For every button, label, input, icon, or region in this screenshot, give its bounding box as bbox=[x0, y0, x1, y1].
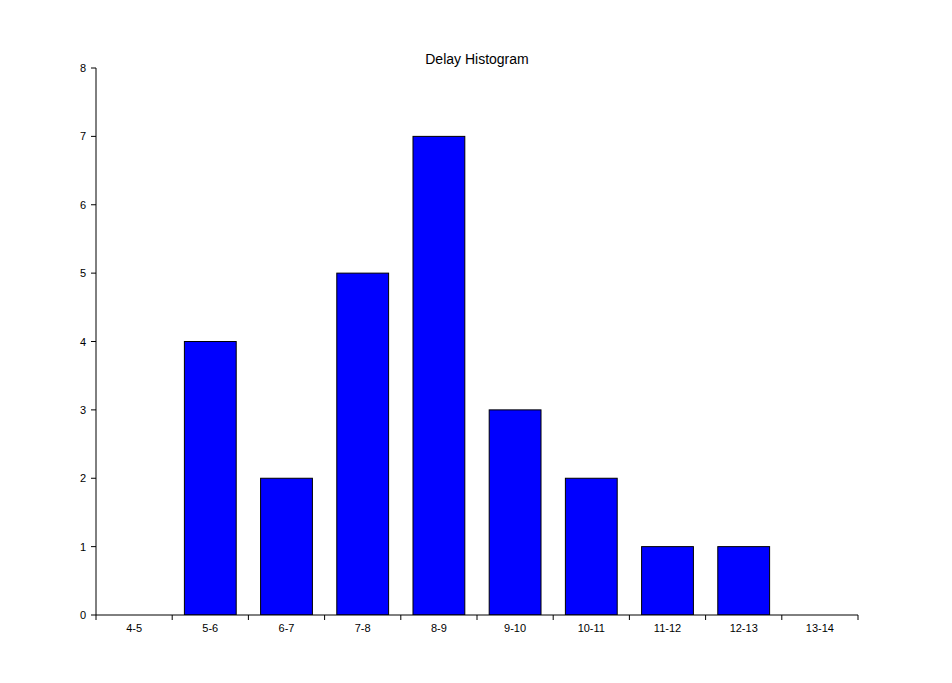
x-tick bbox=[172, 615, 173, 620]
bar bbox=[565, 478, 617, 615]
chart-container: 0 1 2 3 4 5 6 7 8 4-5 5-6 6-7 7-8 8-9 9-10 10-11 11-12 12… bbox=[0, 0, 952, 683]
y-tick bbox=[91, 478, 96, 479]
y-tick-label: 2 bbox=[80, 472, 86, 484]
y-tick bbox=[91, 204, 96, 205]
x-tick bbox=[781, 615, 782, 620]
y-tick-label: 4 bbox=[80, 336, 86, 348]
x-tick-label: 4-5 bbox=[126, 622, 142, 634]
y-tick-label: 8 bbox=[80, 62, 86, 74]
bar bbox=[718, 547, 770, 615]
background bbox=[0, 0, 952, 683]
chart-svg: 0 1 2 3 4 5 6 7 8 4-5 5-6 6-7 7-8 8-9 9-10 10-11 11-12 12… bbox=[0, 0, 952, 683]
x-tick-label: 12-13 bbox=[730, 622, 758, 634]
y-tick bbox=[91, 546, 96, 547]
x-tick-label: 8-9 bbox=[431, 622, 447, 634]
x-tick-label: 6-7 bbox=[279, 622, 295, 634]
title: Delay Histogram bbox=[425, 51, 528, 67]
y-tick bbox=[91, 615, 96, 616]
y-tick bbox=[91, 273, 96, 274]
y-tick-label: 3 bbox=[80, 404, 86, 416]
y-tick-label: 1 bbox=[80, 541, 86, 553]
y-tick bbox=[91, 68, 96, 69]
y-tick-label: 6 bbox=[80, 199, 86, 211]
bar bbox=[413, 136, 465, 615]
bar bbox=[642, 547, 694, 615]
x-tick-label: 7-8 bbox=[355, 622, 371, 634]
y-tick-label: 5 bbox=[80, 267, 86, 279]
x-tick-label: 13-14 bbox=[806, 622, 834, 634]
y-tick bbox=[91, 409, 96, 410]
x-tick bbox=[553, 615, 554, 620]
x-tick-label: 5-6 bbox=[202, 622, 218, 634]
x-tick bbox=[400, 615, 401, 620]
bars bbox=[184, 136, 769, 615]
y-tick-label: 0 bbox=[80, 609, 86, 621]
x-tick bbox=[477, 615, 478, 620]
bar bbox=[261, 478, 313, 615]
x-tick bbox=[705, 615, 706, 620]
x-tick-label: 10-11 bbox=[578, 622, 605, 634]
y-tick-label: 7 bbox=[80, 130, 86, 142]
x-tick bbox=[858, 615, 859, 620]
bar bbox=[337, 273, 389, 615]
y-tick bbox=[91, 341, 96, 342]
y-tick bbox=[91, 136, 96, 137]
bar bbox=[184, 342, 236, 616]
x-tick-label: 11-12 bbox=[654, 622, 681, 634]
x-tick bbox=[96, 615, 97, 620]
bar bbox=[489, 410, 541, 615]
x-tick-label: 9-10 bbox=[504, 622, 526, 634]
x-tick bbox=[629, 615, 630, 620]
x-tick bbox=[324, 615, 325, 620]
x-tick bbox=[248, 615, 249, 620]
